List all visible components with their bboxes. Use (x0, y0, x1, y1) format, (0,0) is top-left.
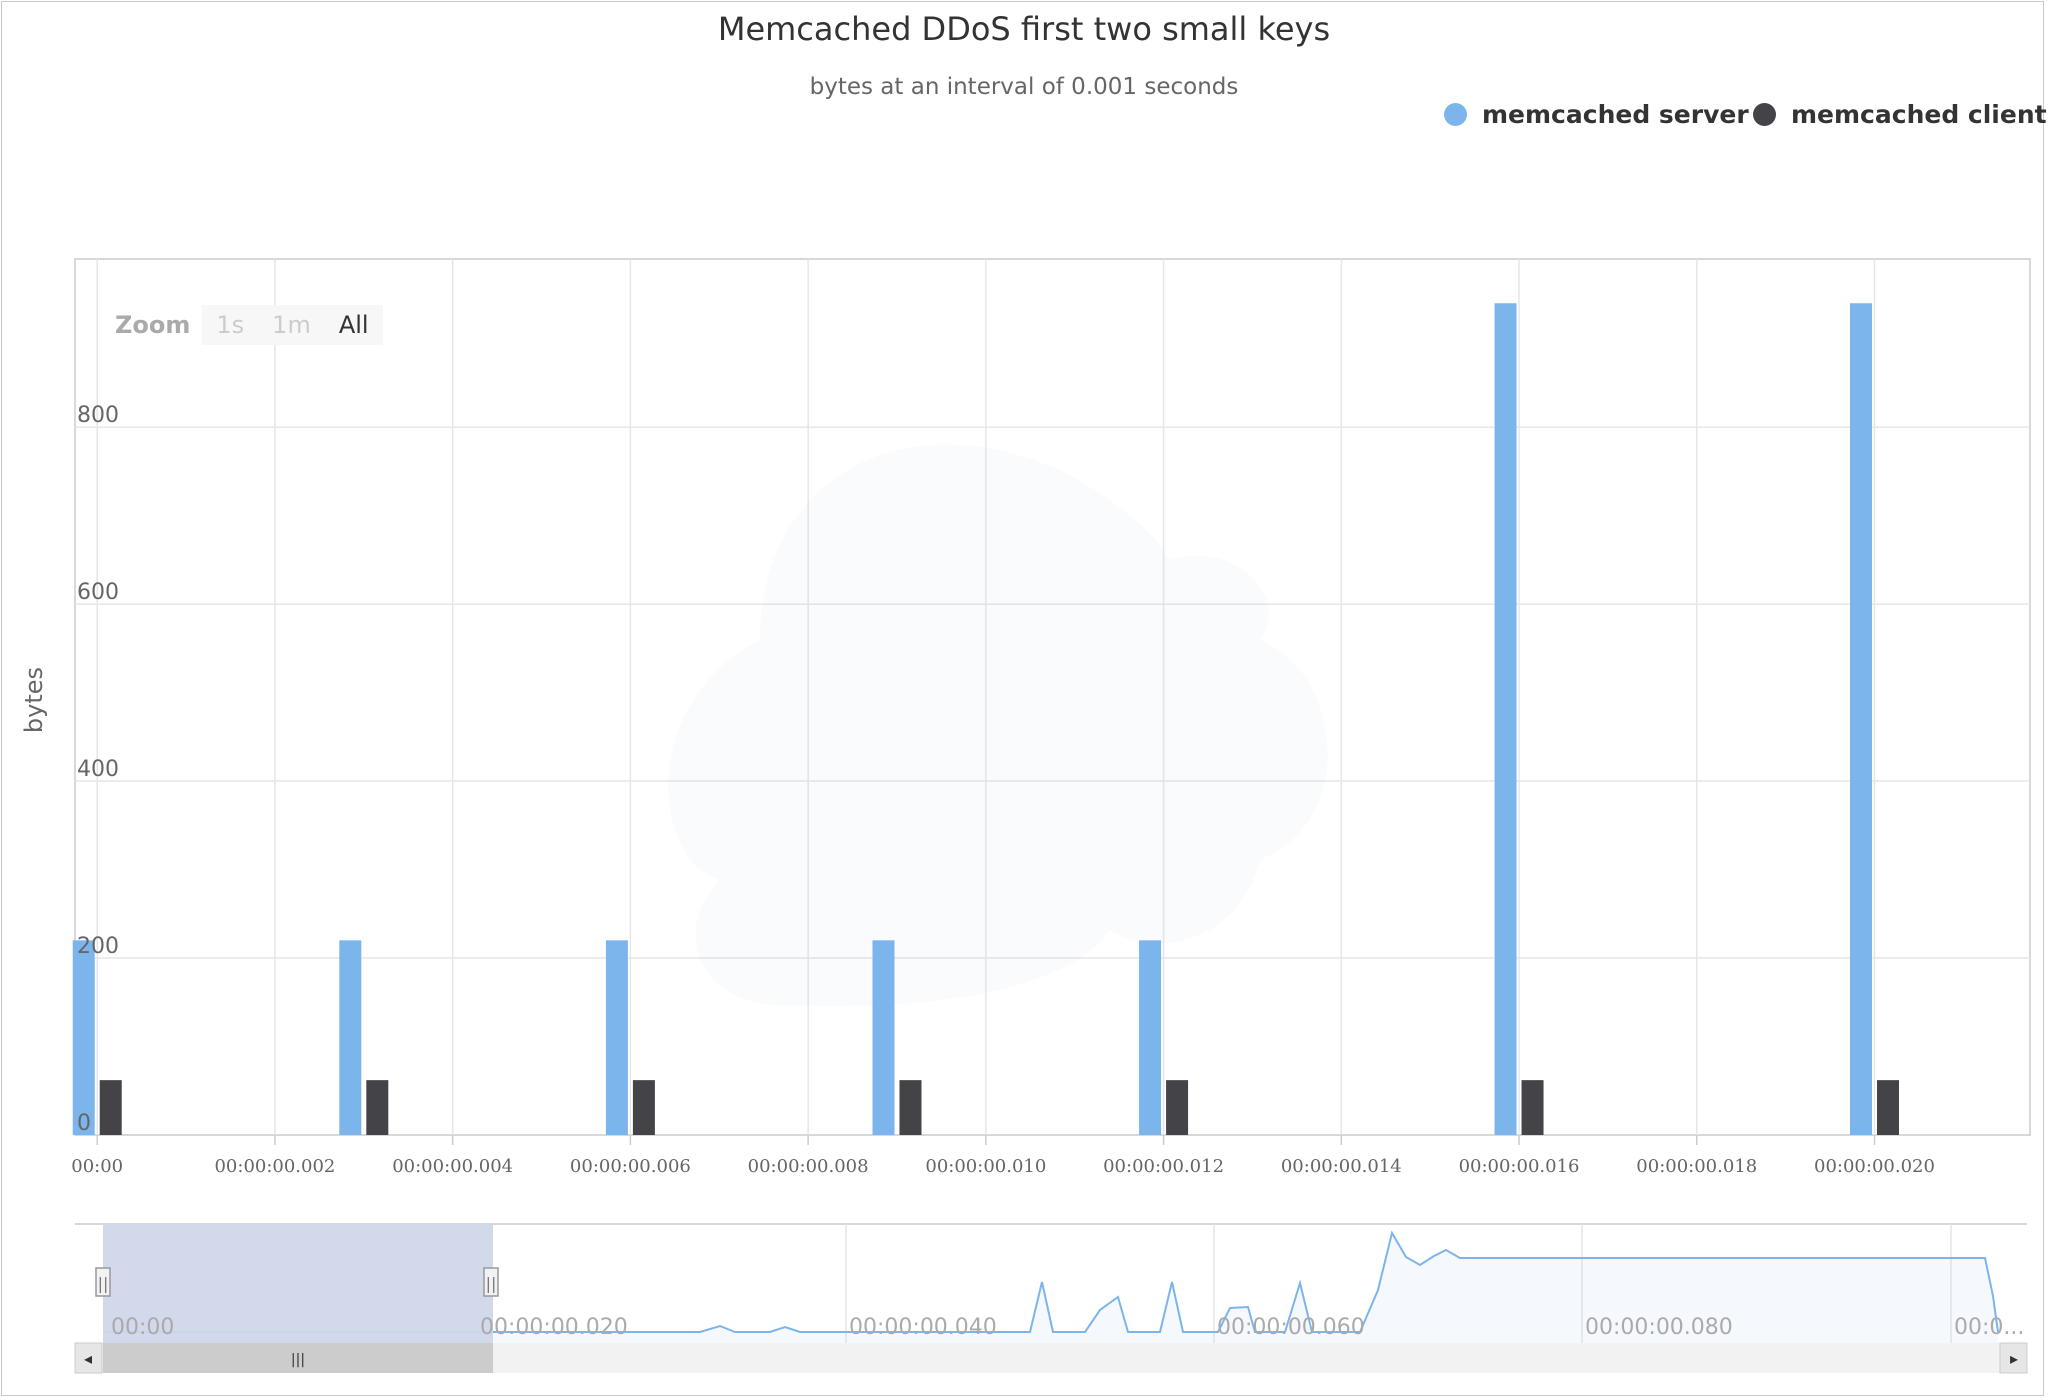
scrollbar-thumb[interactable] (103, 1343, 493, 1373)
zoom-1s-button[interactable]: 1s (202, 305, 259, 345)
scrollbar-left-button[interactable] (74, 1342, 103, 1374)
y-tick-label: 200 (77, 934, 119, 959)
bar-memcached-server (872, 940, 895, 1135)
bar-memcached-client (1166, 1080, 1189, 1135)
x-tick-label: 00:00:00.018 (1636, 1156, 1757, 1177)
bar-memcached-server (1849, 303, 1872, 1135)
y-tick-label: 800 (77, 403, 119, 428)
scrollbar-grip-icon: ||| (291, 1352, 305, 1368)
legend-marker-client (1753, 103, 1776, 126)
x-tick-label: 00:00:00.006 (570, 1156, 691, 1177)
axis-layer: 0 200 400 600 800 00:00 00:00:00.002 00:00:00.0… (71, 403, 1935, 1177)
navigator-series-line (103, 1230, 1999, 1333)
navigator-tick-label: 00:0... (1954, 1315, 2024, 1340)
x-tick-label: 00:00:00.008 (748, 1156, 869, 1177)
navigator-area (103, 1233, 1998, 1343)
bar-memcached-server (1494, 303, 1517, 1135)
navigator-tick-label: 00:00:00.080 (1585, 1315, 1733, 1340)
bar-memcached-server (72, 940, 95, 1135)
handle-grip-icon: || (98, 1274, 109, 1293)
legend-label-client: memcached client (1791, 100, 2047, 129)
plot-border (74, 258, 2031, 1136)
handle-box (483, 1267, 499, 1297)
bars-layer (72, 303, 1899, 1135)
x-tick-label: 00:00 (71, 1156, 123, 1177)
bar-memcached-client (899, 1080, 922, 1135)
handle-grip-icon: || (486, 1274, 497, 1293)
zoom-selector: Zoom 1s 1m All (115, 305, 383, 345)
bar-memcached-server (1139, 940, 1162, 1135)
legend-label-server: memcached server (1482, 100, 1749, 129)
navigator-layer: || || 00:00 00:00:00.020 00:00:00.040 00:00:0… (74, 1223, 2028, 1374)
zoom-1m-button[interactable]: 1m (258, 305, 325, 345)
zoom-label: Zoom (115, 311, 191, 339)
bar-memcached-client (632, 1080, 655, 1135)
bar-memcached-client (1876, 1080, 1899, 1135)
navigator-right-handle[interactable]: || (483, 1267, 499, 1297)
x-tick-label: 00:00:00.012 (1103, 1156, 1224, 1177)
scroll-left-arrow-icon: ◂ (84, 1349, 92, 1368)
navigator-tick-label: 00:00 (111, 1315, 174, 1340)
chart-subtitle: bytes at an interval of 0.001 seconds (809, 74, 1239, 100)
y-tick-label: 600 (77, 580, 119, 605)
x-tick-label: 00:00:00.014 (1281, 1156, 1402, 1177)
bar-memcached-client (366, 1080, 389, 1135)
y-tick-label: 400 (77, 757, 119, 782)
navigator-tick-label: 00:00:00.040 (849, 1315, 997, 1340)
scrollbar-right-button[interactable] (1999, 1342, 2028, 1374)
bar-memcached-client (1521, 1080, 1544, 1135)
handle-box (95, 1267, 111, 1297)
chart-title: Memcached DDoS first two small keys (717, 10, 1331, 48)
x-tick-label: 00:00:00.020 (1814, 1156, 1935, 1177)
legend-item-server[interactable]: memcached server (1444, 100, 1749, 129)
legend-marker-server (1444, 103, 1467, 126)
navigator-tick-label: 00:00:00.020 (480, 1315, 628, 1340)
x-tick-label: 00:00:00.004 (392, 1156, 513, 1177)
zoom-all-button[interactable]: All (324, 305, 383, 345)
navigator-left-handle[interactable]: || (95, 1267, 111, 1297)
x-tick-label: 00:00:00.010 (925, 1156, 1046, 1177)
legend-item-client[interactable]: memcached client (1753, 100, 2047, 129)
x-tick-label: 00:00:00.002 (214, 1156, 335, 1177)
bar-memcached-server (605, 940, 628, 1135)
cloud-watermark-icon (668, 444, 1328, 1007)
bar-memcached-server (339, 940, 362, 1135)
bar-memcached-client (99, 1080, 122, 1135)
y-tick-label: 0 (77, 1111, 91, 1136)
navigator-selection[interactable] (103, 1224, 493, 1343)
scroll-right-arrow-icon: ▸ (2010, 1349, 2018, 1368)
navigator-tick-label: 00:00:00.060 (1217, 1315, 1365, 1340)
x-tick-label: 00:00:00.016 (1459, 1156, 1580, 1177)
grid-layer (74, 258, 2031, 1136)
